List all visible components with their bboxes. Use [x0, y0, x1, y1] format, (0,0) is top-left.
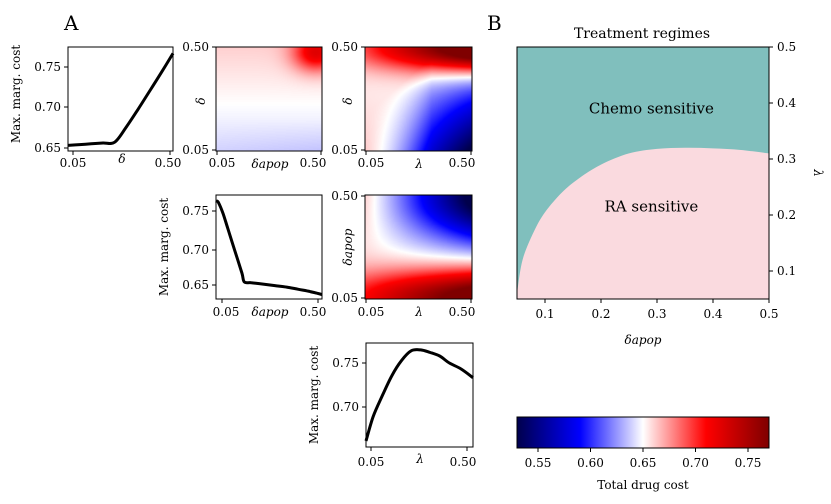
ytick-label: 0.5: [777, 40, 796, 54]
ytick-label: 0.65: [182, 278, 209, 292]
heatmap-delta-lambda-image: [365, 47, 472, 151]
regimes-yticks: 0.1 0.2 0.3 0.4 0.5: [769, 40, 796, 278]
colorbar-label: Total drug cost: [597, 478, 689, 492]
x-axis-label: δapop: [252, 305, 289, 319]
heatmap-dapop-lambda: 0.50 0.05 0.05 0.50 λ δapop: [331, 189, 475, 319]
colorbar: 0.55 0.60 0.65 0.70 0.75 Total drug cost: [516, 416, 770, 492]
heatmap-axes: [215, 46, 323, 152]
lambda-line-series: [364, 348, 474, 442]
heatmap-dapop-lambda-image: [365, 195, 472, 299]
xtick-label: 0.05: [209, 156, 236, 170]
panel-label-b: B: [487, 11, 502, 35]
y-axis-label: Max. marg. cost: [9, 45, 23, 144]
colorbar-gradient: [516, 416, 770, 449]
ytick-label: 0.05: [331, 291, 358, 305]
xtick-label: 0.50: [155, 156, 182, 170]
x-axis-label: λ: [414, 157, 423, 171]
ytick-label: 0.50: [331, 40, 358, 54]
region-label: Chemo sensitive: [589, 100, 714, 118]
heatmap-delta-dapop: 0.50 0.05 0.05 0.50 δapop δ: [182, 40, 326, 171]
xtick-label: 0.05: [358, 156, 385, 170]
ytick-label: 0.50: [182, 40, 209, 54]
xtick-label: 0.50: [449, 305, 476, 319]
regimes-xticks: 0.1 0.2 0.3 0.4 0.5: [535, 299, 779, 321]
colorbar-tick-label: 0.70: [682, 456, 709, 470]
xtick-label: 0.4: [703, 307, 722, 321]
lambda-line-axes: [365, 342, 474, 448]
ytick-label: 0.50: [331, 189, 358, 203]
y-axis-label: δapop: [341, 228, 355, 265]
y-axis-label: Max. marg. cost: [157, 198, 171, 297]
heatmap-axes: [364, 46, 473, 152]
colorbar-tick-label: 0.55: [525, 456, 552, 470]
panel-label-a: A: [63, 11, 79, 35]
x-axis-label: λ: [415, 452, 424, 466]
dapop-line-series: [215, 199, 323, 296]
regimes-axes: [516, 46, 770, 300]
ra-sensitive-region: [517, 147, 769, 299]
ytick-label: 0.2: [777, 208, 796, 222]
ytick-label: 0.65: [34, 141, 61, 155]
xtick-label: 0.50: [300, 156, 327, 170]
delta-line-axes: [67, 46, 174, 152]
x-axis-label: δ: [118, 152, 125, 166]
colorbar-tick-label: 0.60: [577, 456, 604, 470]
y-axis-label: δ: [341, 97, 355, 104]
colorbar-tick-label: 0.75: [735, 456, 762, 470]
regimes-title: Treatment regimes: [574, 26, 710, 42]
xtick-label: 0.05: [60, 156, 87, 170]
colorbar-tick-label: 0.65: [630, 456, 657, 470]
x-axis-label: δapop: [625, 333, 662, 347]
xtick-label: 0.5: [759, 307, 778, 321]
ytick-label: 0.05: [182, 143, 209, 157]
ytick-label: 0.1: [777, 264, 796, 278]
delta-line-plot: 0.75 0.70 0.65 0.05 0.50 δ Max. marg. co…: [9, 45, 181, 170]
ytick-label: 0.70: [182, 243, 209, 257]
ytick-label: 0.75: [182, 204, 209, 218]
xtick-label: 0.05: [358, 455, 385, 469]
ytick-label: 0.75: [332, 356, 359, 370]
xtick-label: 0.50: [300, 305, 327, 319]
y-axis-label: δ: [194, 97, 208, 104]
ytick-label: 0.4: [777, 96, 796, 110]
xtick-label: 0.1: [535, 307, 554, 321]
dapop-line-plot: 0.75 0.70 0.65 0.05 0.50 δapop Max. marg…: [157, 194, 327, 319]
ytick-label: 0.3: [777, 152, 796, 166]
heatmap-delta-dapop-image: [216, 47, 322, 151]
ytick-label: 0.75: [34, 60, 61, 74]
region-label: RA sensitive: [604, 198, 698, 216]
xtick-label: 0.05: [358, 305, 385, 319]
y-axis-label: λ: [811, 168, 825, 177]
x-axis-label: λ: [414, 305, 423, 319]
delta-line-series: [67, 52, 175, 147]
xtick-label: 0.2: [591, 307, 610, 321]
xtick-label: 0.50: [449, 156, 476, 170]
ytick-label: 0.70: [332, 400, 359, 414]
xtick-label: 0.3: [647, 307, 666, 321]
xtick-label: 0.50: [450, 455, 477, 469]
lambda-line-plot: 0.75 0.70 0.05 0.50 λ Max. marg. cost: [307, 342, 477, 469]
xtick-label: 0.05: [213, 305, 240, 319]
colorbar-ticks: 0.55 0.60 0.65 0.70 0.75: [525, 448, 762, 470]
heatmap-delta-lambda: 0.50 0.05 0.05 0.50 λ δ: [331, 40, 475, 171]
heatmap-axes: [364, 194, 473, 300]
x-axis-label: δapop: [252, 157, 289, 171]
ytick-label: 0.70: [34, 100, 61, 114]
dapop-line-axes: [215, 194, 323, 300]
ytick-label: 0.05: [331, 143, 358, 157]
y-axis-label: Max. marg. cost: [307, 346, 321, 445]
regimes-plot: Treatment regimes Chemo sensitive RA sen…: [516, 26, 825, 347]
